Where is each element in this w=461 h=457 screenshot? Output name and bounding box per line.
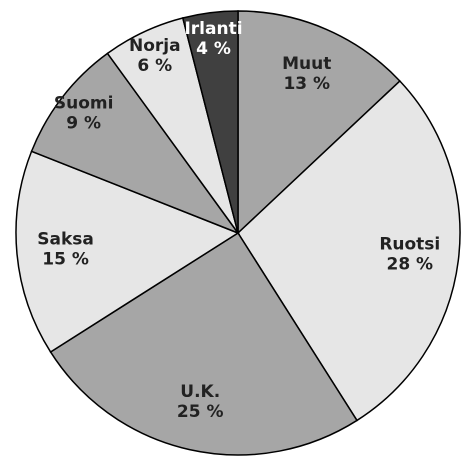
slice-value-label: 6 %: [137, 56, 172, 76]
slice-label: Saksa: [37, 229, 94, 249]
slice-label: Suomi: [54, 93, 114, 113]
pie-slice: [237, 79, 461, 422]
slice-label: Muut: [282, 54, 331, 74]
slice-label: Irlanti: [184, 19, 242, 39]
pie-slice: [237, 10, 401, 235]
slice-value-label: 25 %: [177, 402, 224, 422]
slice-label: Norja: [129, 36, 181, 56]
pie-slice: [30, 52, 241, 235]
slice-value-label: 28 %: [386, 255, 433, 275]
slice-value-label: 4 %: [196, 39, 231, 59]
pie-slice: [49, 231, 358, 456]
slice-label: Ruotsi: [379, 235, 440, 255]
pie-slice: [181, 10, 239, 234]
pie-slice: [15, 150, 240, 353]
slice-label: U.K.: [180, 382, 220, 402]
slice-value-label: 15 %: [42, 249, 89, 269]
slice-value-label: 13 %: [283, 74, 330, 94]
slice-value-label: 9 %: [66, 113, 101, 133]
